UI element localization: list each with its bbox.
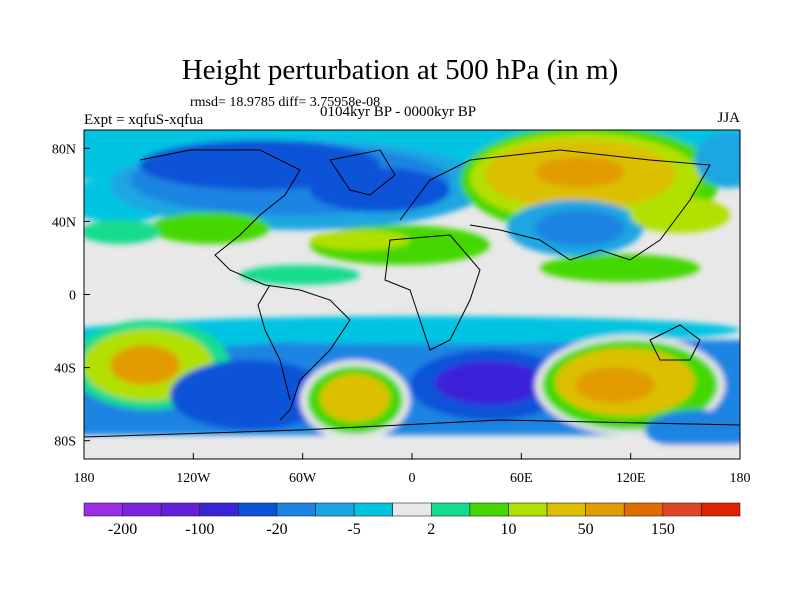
y-tick-label: 80S xyxy=(54,435,76,450)
colorbar-swatch xyxy=(353,502,394,517)
colorbar-swatch xyxy=(469,502,509,517)
x-tick-label: 120W xyxy=(176,471,211,486)
colorbar-swatch xyxy=(122,502,162,517)
y-tick-label: 40S xyxy=(54,362,76,377)
colorbar-label: 150 xyxy=(651,521,675,538)
colorbar-swatch xyxy=(585,502,625,517)
x-tick-label: 120E xyxy=(616,471,646,486)
chart-title: Height perturbation at 500 hPa (in m) xyxy=(181,54,619,86)
coastlines xyxy=(84,149,740,438)
colorbar-label: 50 xyxy=(578,521,594,538)
season-label: JJA xyxy=(717,110,740,126)
period-subtitle: 0104kyr BP - 0000kyr BP xyxy=(320,104,477,120)
x-tick-label: 180 xyxy=(730,471,751,486)
x-tick-label: 60W xyxy=(289,471,317,486)
contour-field xyxy=(84,130,740,459)
colorbar-swatch xyxy=(238,502,278,517)
colorbar-swatch xyxy=(701,502,741,517)
colorbar-swatch xyxy=(546,502,586,517)
colorbar-label: -200 xyxy=(108,521,137,538)
x-tick-label: 60E xyxy=(510,471,533,486)
y-tick-label: 80N xyxy=(52,142,76,157)
colorbar-swatch xyxy=(315,502,355,517)
colorbar-label: 10 xyxy=(500,521,516,538)
x-tick-label: 0 xyxy=(409,471,416,486)
y-tick-label: 40N xyxy=(52,215,76,230)
colorbar-label: -100 xyxy=(185,521,214,538)
colorbar-swatch xyxy=(276,502,316,517)
colorbar-swatch xyxy=(508,502,548,517)
x-tick-label: 180 xyxy=(74,471,95,486)
colorbar-label: -5 xyxy=(347,521,360,538)
colorbar-swatch xyxy=(392,502,432,517)
colorbar-label: -20 xyxy=(266,521,287,538)
experiment-label: Expt = xqfuS-xqfua xyxy=(84,112,204,128)
colorbar-swatch xyxy=(160,502,201,517)
colorbar-swatch xyxy=(83,502,123,517)
colorbar-swatch xyxy=(662,502,702,517)
colorbar-swatch xyxy=(199,502,239,517)
colorbar-swatch xyxy=(623,502,664,517)
colorbar-swatch xyxy=(430,502,471,517)
colorbar-label: 2 xyxy=(427,521,435,538)
y-tick-label: 0 xyxy=(69,289,76,304)
stats-subtitle: rmsd= 18.9785 diff= 3.75958e-08 xyxy=(190,95,381,110)
